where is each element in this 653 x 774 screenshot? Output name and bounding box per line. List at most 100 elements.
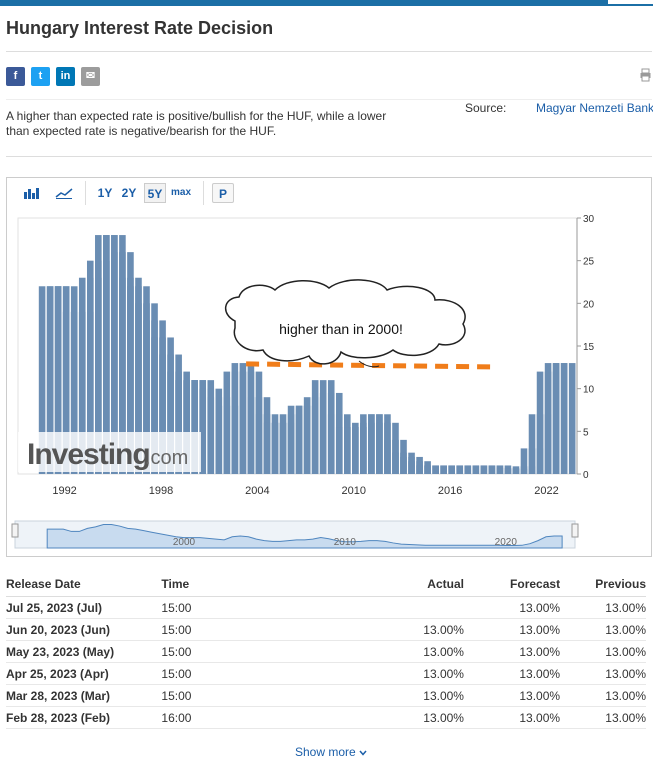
line-chart-toggle-button[interactable] <box>51 183 77 203</box>
period-p-button[interactable]: P <box>212 183 234 203</box>
chart-bar <box>472 465 480 474</box>
x-tick-label: 2010 <box>341 485 365 497</box>
range-5y-button[interactable]: 5Y <box>144 183 166 203</box>
description-divider <box>6 156 652 157</box>
chart-bar <box>295 405 303 474</box>
annotation-cloud-tail <box>358 360 380 368</box>
chart-bar <box>78 277 86 474</box>
header-previous: Previous <box>560 572 646 597</box>
y-tick-label: 0 <box>583 470 589 481</box>
chart-bar <box>215 405 223 474</box>
header-release-date: Release Date <box>6 572 162 597</box>
navigator-right-handle[interactable] <box>571 523 579 538</box>
chart-bar <box>368 414 375 474</box>
x-tick-label: 2022 <box>534 485 558 497</box>
chart-bar <box>111 252 118 474</box>
chart-bar <box>536 371 544 474</box>
chart-bar <box>544 363 552 474</box>
chart-bar <box>440 465 447 474</box>
chart-bar <box>159 354 166 474</box>
navigator-left-handle[interactable] <box>11 523 19 538</box>
x-tick-label: 2004 <box>245 485 269 497</box>
chart-bar <box>319 392 327 474</box>
chart-svg: 0 5 10 15 20 25 30 1992 1998 2004 2010 2016 2022 Inve… <box>11 214 595 549</box>
page-title: Hungary Interest Rate Decision <box>6 18 274 38</box>
source-link[interactable]: Magyar Nemzeti Bank <box>536 101 653 115</box>
chart-bar <box>279 414 287 474</box>
chart-bar <box>70 311 78 474</box>
cell-forecast: 13.00% <box>463 706 561 729</box>
cell-previous: 13.00% <box>560 596 646 619</box>
chart-bar <box>119 277 126 474</box>
table-header-row: Release Date Time Actual Forecast Previo… <box>6 572 646 597</box>
area-chart-icon <box>55 188 73 199</box>
cell-time: 15:00 <box>161 618 285 641</box>
show-more-link[interactable]: Show more <box>295 745 367 759</box>
cell-forecast: 13.00% <box>463 596 561 619</box>
facebook-icon[interactable]: f <box>6 67 25 86</box>
cell-date: Mar 28, 2023 (Mar) <box>6 684 162 707</box>
table-row: Apr 25, 2023 (Apr) 15:00 13.00% 13.00% 13.00… <box>6 662 646 685</box>
twitter-icon[interactable]: t <box>31 67 50 86</box>
range-2y-button[interactable]: 2Y <box>121 186 137 200</box>
cell-time: 15:00 <box>161 640 285 663</box>
chart-bar <box>552 363 560 474</box>
history-table: Release Date Time Actual Forecast Previo… <box>6 572 646 729</box>
chart-bar <box>311 380 319 474</box>
navigator-tick-label: 2000 <box>173 537 196 548</box>
y-tick-label: 20 <box>583 299 595 310</box>
chart-bar <box>344 427 351 474</box>
chart-bar <box>135 303 142 474</box>
show-more-label: Show more <box>295 745 356 759</box>
chart-bar <box>448 465 455 474</box>
cell-time: 16:00 <box>161 706 285 729</box>
range-1y-button[interactable]: 1Y <box>97 186 113 200</box>
email-icon[interactable]: ✉ <box>81 67 100 86</box>
cell-actual: 13.00% <box>284 640 464 663</box>
y-tick-label: 5 <box>583 427 589 438</box>
range-max-button[interactable]: max <box>170 187 191 198</box>
chart-bar <box>456 465 464 474</box>
cell-forecast: 13.00% <box>463 662 561 685</box>
print-icon[interactable] <box>640 68 651 82</box>
y-tick-label: 15 <box>583 342 595 353</box>
x-tick-label: 2016 <box>438 485 462 497</box>
chart-bar <box>512 466 520 474</box>
chart-bar <box>408 461 415 474</box>
cell-actual: 13.00% <box>284 706 464 729</box>
chart-bar <box>560 363 568 474</box>
cell-date: Apr 25, 2023 (Apr) <box>6 662 162 685</box>
navigator-series <box>46 524 563 549</box>
chart-bar <box>504 468 512 474</box>
chevron-down-icon <box>359 750 367 756</box>
chart-container: 1Y 2Y 5Y max P 0 5 10 15 20 25 30 1992 1998 2004 2010… <box>6 177 652 557</box>
header-time: Time <box>161 572 285 597</box>
chart-bar <box>271 422 279 474</box>
chart-bar <box>488 465 496 474</box>
cell-time: 15:00 <box>161 596 285 619</box>
cell-forecast: 13.00% <box>463 684 561 707</box>
cell-forecast: 13.00% <box>463 640 561 663</box>
cell-time: 15:00 <box>161 662 285 685</box>
chart-bar <box>167 371 174 474</box>
cell-actual: 13.00% <box>284 618 464 641</box>
watermark-bg <box>18 432 201 472</box>
table-row: May 23, 2023 (May) 15:00 13.00% 13.00% 13.00… <box>6 640 646 663</box>
cell-previous: 13.00% <box>560 618 646 641</box>
cell-previous: 13.00% <box>560 706 646 729</box>
watermark-brand: Investing <box>27 438 150 471</box>
chart-bar <box>231 363 239 474</box>
title-divider <box>6 51 652 52</box>
cell-date: Feb 28, 2023 (Feb) <box>6 706 162 729</box>
chart-bar <box>416 465 423 474</box>
bar-chart-icon <box>24 188 39 199</box>
cell-previous: 13.00% <box>560 684 646 707</box>
bar-chart-toggle-button[interactable] <box>19 183 45 203</box>
toolbar-separator <box>85 181 86 205</box>
chart-bar <box>384 439 391 474</box>
chart-bar <box>352 422 359 474</box>
chart-bar <box>568 363 576 474</box>
linkedin-icon[interactable]: in <box>56 67 75 86</box>
cell-previous: 13.00% <box>560 662 646 685</box>
chart-bar <box>303 397 311 474</box>
